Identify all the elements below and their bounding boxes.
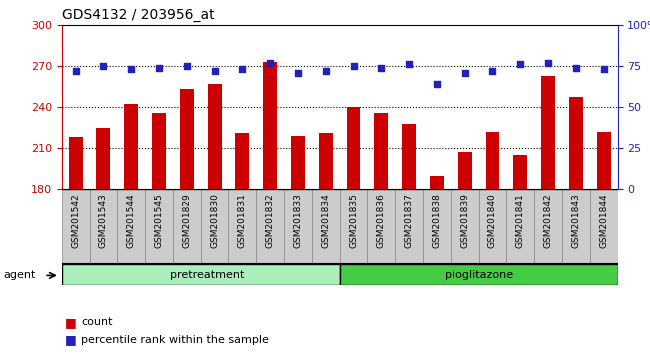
Text: GSM201838: GSM201838 [432,193,441,248]
Text: GSM201844: GSM201844 [599,193,608,248]
Bar [423,189,451,264]
Text: GSM201836: GSM201836 [377,193,386,248]
Bar [346,107,361,189]
Point [460,70,470,75]
Point [599,67,609,72]
Text: percentile rank within the sample: percentile rank within the sample [81,335,269,345]
Text: GSM201829: GSM201829 [182,193,191,248]
Bar [590,189,618,264]
Bar [62,264,339,285]
Point [432,81,442,87]
Point [181,63,192,69]
Text: GDS4132 / 203956_at: GDS4132 / 203956_at [62,8,214,22]
Point [320,68,331,74]
Bar [312,189,340,264]
Point [126,67,136,72]
Bar [256,189,284,264]
Bar [451,189,478,264]
Point [98,63,109,69]
Point [571,65,581,70]
Bar [541,75,555,189]
Point [488,68,498,74]
Text: pioglitazone: pioglitazone [445,270,513,280]
Text: GSM201832: GSM201832 [266,193,275,248]
Text: GSM201833: GSM201833 [293,193,302,248]
Bar [207,84,222,189]
Bar [69,137,83,189]
Bar [534,189,562,264]
Text: GSM201830: GSM201830 [210,193,219,248]
Bar [478,189,506,264]
Point [376,65,387,70]
Text: ■: ■ [65,316,77,329]
Bar [514,155,527,189]
Bar [235,133,250,189]
Bar [90,189,117,264]
Point [154,65,164,70]
Text: GSM201839: GSM201839 [460,193,469,248]
Point [543,60,553,65]
Point [265,60,276,65]
Bar [562,189,590,264]
Bar [291,136,305,189]
Text: GSM201835: GSM201835 [349,193,358,248]
Text: GSM201843: GSM201843 [571,193,580,248]
Text: GSM201545: GSM201545 [155,193,164,248]
Text: agent: agent [3,270,36,280]
Bar [374,113,388,189]
Bar [339,189,367,264]
Bar [402,124,416,189]
Bar [201,189,229,264]
Bar [284,189,312,264]
Bar [506,189,534,264]
Bar [486,132,499,189]
Bar [339,264,618,285]
Point [237,67,248,72]
Bar [318,133,333,189]
Text: GSM201831: GSM201831 [238,193,247,248]
Bar [145,189,173,264]
Bar [96,128,110,189]
Bar [173,189,201,264]
Bar [367,189,395,264]
Point [515,62,525,67]
Bar [263,62,277,189]
Bar [569,97,583,189]
Text: GSM201840: GSM201840 [488,193,497,248]
Point [292,70,303,75]
Text: ■: ■ [65,333,77,346]
Point [348,63,359,69]
Point [70,68,81,74]
Bar [430,176,444,189]
Point [209,68,220,74]
Text: GSM201542: GSM201542 [71,193,80,248]
Text: GSM201544: GSM201544 [127,193,136,248]
Text: GSM201543: GSM201543 [99,193,108,248]
Bar [117,189,145,264]
Bar [229,189,256,264]
Bar [597,132,610,189]
Text: count: count [81,317,112,327]
Text: GSM201837: GSM201837 [404,193,413,248]
Point [404,62,414,67]
Bar [395,189,423,264]
Bar [180,89,194,189]
Text: GSM201842: GSM201842 [543,193,552,248]
Text: GSM201841: GSM201841 [515,193,525,248]
Text: GSM201834: GSM201834 [321,193,330,248]
Bar [62,189,90,264]
Bar [458,152,472,189]
Text: pretreatment: pretreatment [170,270,245,280]
Bar [124,104,138,189]
Bar [152,113,166,189]
